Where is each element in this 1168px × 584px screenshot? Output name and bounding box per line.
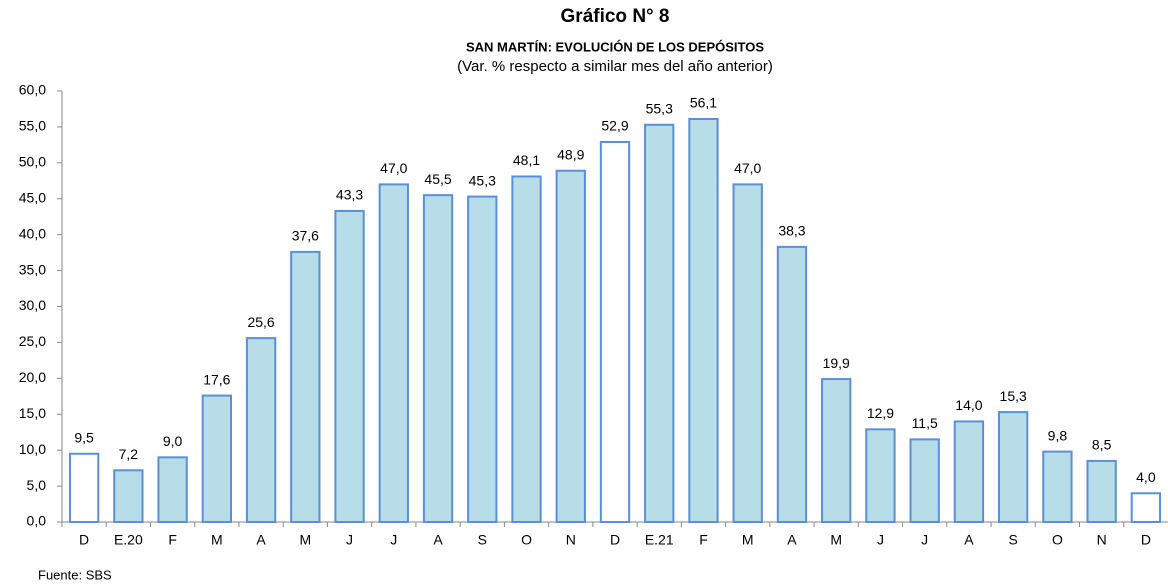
value-label: 38,3 <box>778 223 805 239</box>
bar <box>157 456 188 524</box>
x-tick-label: J <box>346 532 353 548</box>
y-tick-label: 40,0 <box>19 225 46 241</box>
x-tick-label: M <box>830 532 842 548</box>
x-tick-label: A <box>787 532 797 548</box>
value-label: 7,2 <box>119 446 139 462</box>
x-tick-label: J <box>390 532 397 548</box>
y-tick-label: 15,0 <box>19 405 46 421</box>
x-tick-label: M <box>299 532 311 548</box>
y-tick-label: 35,0 <box>19 261 46 277</box>
bar <box>68 452 100 523</box>
bar <box>1042 450 1073 523</box>
bar <box>1086 459 1117 524</box>
bar <box>245 337 277 523</box>
bar <box>555 169 586 524</box>
x-tick-label: S <box>478 532 487 548</box>
bar <box>599 141 631 523</box>
bar <box>865 428 896 523</box>
value-label: 9,8 <box>1048 427 1068 443</box>
value-label: 9,0 <box>163 433 183 449</box>
x-tick-label: M <box>742 532 754 548</box>
x-tick-label: D <box>1141 532 1151 548</box>
value-label: 52,9 <box>601 118 628 134</box>
x-tick-label: N <box>566 532 576 548</box>
x-tick-label: N <box>1097 532 1107 548</box>
value-label: 45,3 <box>469 172 496 188</box>
value-label: 15,3 <box>1000 388 1027 404</box>
chart-subtitle: SAN MARTÍN: EVOLUCIÓN DE LOS DEPÓSITOS <box>466 39 764 54</box>
y-tick-label: 30,0 <box>19 297 46 313</box>
y-tick-label: 20,0 <box>19 369 46 385</box>
value-label: 47,0 <box>734 160 761 176</box>
x-tick-label: A <box>433 532 443 548</box>
x-tick-label: F <box>699 532 708 548</box>
bar <box>821 378 852 523</box>
x-tick-label: D <box>79 532 89 548</box>
bar <box>113 469 144 523</box>
bar <box>422 194 454 524</box>
bar <box>511 175 542 524</box>
x-tick-label: O <box>521 532 532 548</box>
source: Fuente: SBS <box>38 567 112 582</box>
bar <box>688 118 719 523</box>
value-label: 8,5 <box>1092 437 1112 453</box>
x-tick-label: D <box>610 532 620 548</box>
value-label: 45,5 <box>424 171 451 187</box>
value-label: 48,9 <box>557 146 584 162</box>
y-tick-label: 5,0 <box>27 477 47 493</box>
x-tick-label: A <box>964 532 974 548</box>
x-tick-label: A <box>256 532 266 548</box>
bar <box>378 183 409 523</box>
y-tick-label: 60,0 <box>19 82 46 98</box>
x-tick-label: O <box>1052 532 1063 548</box>
value-label: 43,3 <box>336 187 363 203</box>
chart-title: Gráfico N° 8 <box>561 6 670 27</box>
x-tick-label: S <box>1008 532 1017 548</box>
value-label: 17,6 <box>203 371 230 387</box>
value-label: 37,6 <box>292 228 319 244</box>
value-label: 4,0 <box>1136 469 1156 485</box>
bar <box>1130 492 1162 523</box>
x-tick-label: J <box>877 532 884 548</box>
value-label: 9,5 <box>74 429 94 445</box>
value-label: 55,3 <box>646 100 673 116</box>
y-tick-label: 55,0 <box>19 118 46 134</box>
value-label: 14,0 <box>955 397 982 413</box>
bar <box>644 123 675 524</box>
bar <box>953 420 985 523</box>
y-tick-label: 0,0 <box>27 513 47 529</box>
value-label: 25,6 <box>247 314 274 330</box>
value-label: 48,1 <box>513 152 540 168</box>
x-tick-label: J <box>921 532 928 548</box>
chart-note: (Var. % respecto a similar mes del año a… <box>457 58 773 75</box>
value-label: 47,0 <box>380 160 407 176</box>
x-tick-label: M <box>211 532 223 548</box>
bar <box>201 394 232 523</box>
x-tick-label: E.20 <box>114 532 143 548</box>
value-label: 12,9 <box>867 405 894 421</box>
y-tick-label: 45,0 <box>19 189 46 205</box>
bar <box>290 250 321 523</box>
bar <box>732 183 763 523</box>
y-tick-label: 50,0 <box>19 154 46 170</box>
bar <box>998 411 1029 523</box>
x-tick-label: F <box>168 532 177 548</box>
bar <box>909 438 940 523</box>
bar <box>776 245 808 523</box>
value-label: 19,9 <box>823 355 850 371</box>
bar <box>334 209 365 523</box>
x-tick-label: E.21 <box>645 532 674 548</box>
value-label: 11,5 <box>912 415 938 431</box>
value-label: 56,1 <box>690 95 717 111</box>
y-tick-label: 25,0 <box>19 333 46 349</box>
bar <box>467 195 498 523</box>
y-tick-label: 10,0 <box>19 441 46 457</box>
